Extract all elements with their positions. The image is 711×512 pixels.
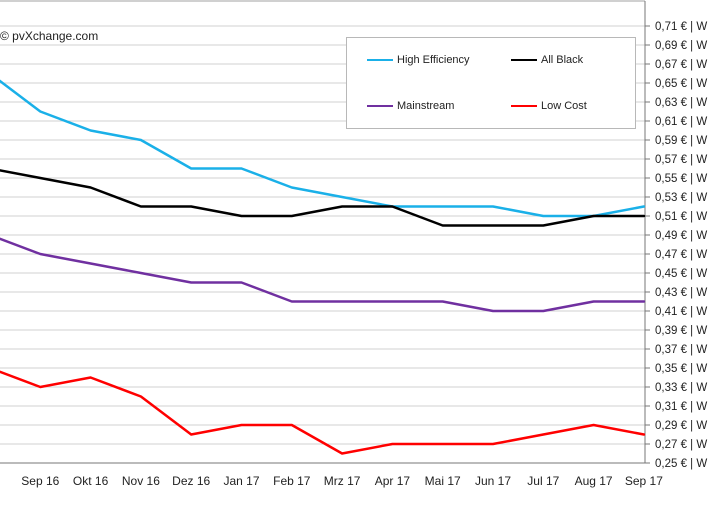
y-tick-label: 0,63 € | W: [655, 97, 707, 109]
x-tick-label: Mrz 17: [324, 474, 361, 488]
y-tick-label: 0,33 € | W: [655, 382, 707, 394]
y-tick-label: 0,25 € | W: [655, 458, 707, 470]
y-tick-label: 0,51 € | W: [655, 211, 707, 223]
legend-swatch: [367, 105, 393, 107]
x-tick-label: Aug 17: [575, 474, 613, 488]
y-tick-label: 0,45 € | W: [655, 268, 707, 280]
y-tick-label: 0,43 € | W: [655, 287, 707, 299]
x-tick-label: Nov 16: [122, 474, 160, 488]
gridlines: [0, 25, 645, 464]
legend-swatch: [511, 105, 537, 107]
x-tick-label: Sep 17: [625, 474, 663, 488]
legend-label: High Efficiency: [397, 54, 470, 66]
y-tick-label: 0,53 € | W: [655, 192, 707, 204]
legend-item-low-cost: Low Cost: [511, 100, 587, 112]
x-tick-label: Jun 17: [475, 474, 511, 488]
legend-label: All Black: [541, 54, 584, 66]
legend-item-high-efficiency: High Efficiency: [367, 54, 470, 66]
legend-item-all-black: All Black: [511, 54, 583, 66]
y-axis-ticks: 0,71 € | W 0,69 € | W 0,67 € | W 0,65 € | W…: [645, 21, 707, 470]
series-line-mainstream: [0, 237, 646, 313]
x-tick-label: Jan 17: [223, 474, 259, 488]
x-tick-label: Mai 17: [425, 474, 461, 488]
x-tick-label: Dez 16: [172, 474, 210, 488]
y-tick-label: 0,65 € | W: [655, 78, 707, 90]
x-tick-label: Feb 17: [273, 474, 311, 488]
legend-label: Mainstream: [397, 100, 455, 112]
series-line-all-black: [0, 169, 646, 227]
legend-swatch: [367, 59, 393, 61]
y-tick-label: 0,59 € | W: [655, 135, 707, 147]
y-tick-label: 0,29 € | W: [655, 420, 707, 432]
legend: High Efficiency All Black Mainstream Low…: [346, 37, 636, 129]
copyright-credit: © pvXchange.com: [0, 29, 99, 43]
legend-item-mainstream: Mainstream: [367, 100, 454, 112]
y-tick-label: 0,31 € | W: [655, 401, 707, 413]
y-tick-label: 0,39 € | W: [655, 325, 707, 337]
y-tick-label: 0,37 € | W: [655, 344, 707, 356]
x-tick-label: Apr 17: [375, 474, 411, 488]
x-tick-label: Okt 16: [73, 474, 109, 488]
y-tick-label: 0,27 € | W: [655, 439, 707, 451]
y-tick-label: 0,49 € | W: [655, 230, 707, 242]
y-tick-label: 0,47 € | W: [655, 249, 707, 261]
y-tick-label: 0,61 € | W: [655, 116, 707, 128]
series-line-low-cost: [0, 370, 646, 455]
y-tick-label: 0,69 € | W: [655, 40, 707, 52]
legend-label: Low Cost: [541, 100, 587, 112]
plot-frame: [0, 0, 646, 464]
series-lines: [0, 79, 646, 455]
legend-swatch: [511, 59, 537, 61]
y-tick-label: 0,35 € | W: [655, 363, 707, 375]
y-tick-label: 0,41 € | W: [655, 306, 707, 318]
x-tick-label: Jul 17: [527, 474, 559, 488]
y-tick-label: 0,55 € | W: [655, 173, 707, 185]
x-tick-label: Sep 16: [21, 474, 59, 488]
series-line-high-efficiency: [0, 79, 646, 218]
y-tick-label: 0,67 € | W: [655, 59, 707, 71]
y-tick-label: 0,57 € | W: [655, 154, 707, 166]
y-tick-label: 0,71 € | W: [655, 21, 707, 33]
